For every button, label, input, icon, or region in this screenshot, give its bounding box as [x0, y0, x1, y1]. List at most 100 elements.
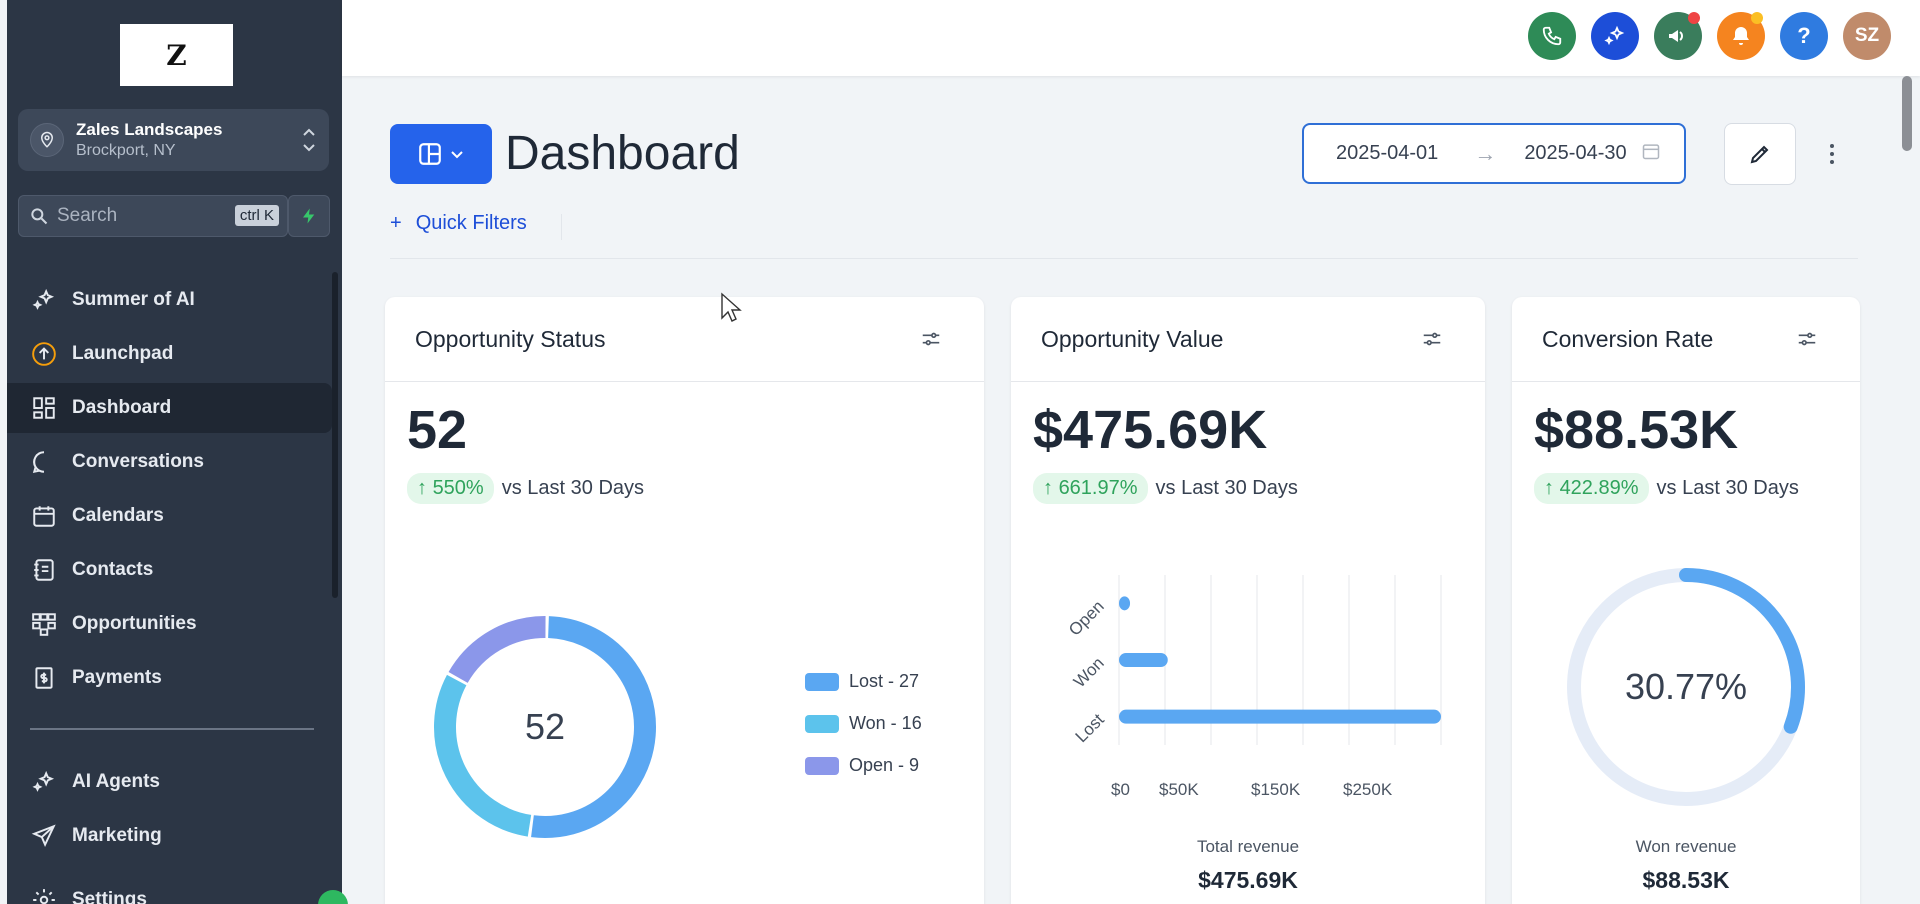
more-options-icon[interactable] [1822, 138, 1842, 170]
gauge-fill [1679, 568, 1805, 734]
donut-slice-won[interactable] [434, 674, 532, 837]
notifications-button[interactable] [1717, 12, 1765, 60]
edit-dashboard-button[interactable] [1724, 123, 1796, 185]
y-tick-label: Lost [1072, 710, 1108, 746]
comparison-label: vs Last 30 Days [501, 477, 645, 499]
calendar-icon [30, 502, 58, 530]
legend-item-won[interactable]: Won - 16 [805, 713, 922, 734]
metric-value: $475.69K [1033, 400, 1268, 460]
phone-icon [1542, 26, 1562, 46]
ai-assistant-button[interactable] [1591, 12, 1639, 60]
sidebar-divider [30, 728, 314, 730]
date-from[interactable]: 2025-04-01 [1336, 142, 1439, 164]
metric-value: 52 [407, 400, 468, 460]
sidebar-item-label: Summer of AI [72, 289, 195, 310]
sparkle-icon [1604, 25, 1625, 46]
filter-settings-icon[interactable] [1796, 328, 1818, 356]
donut-center-label: 52 [524, 706, 566, 747]
date-range-picker[interactable]: 2025-04-01 → 2025-04-30 [1302, 123, 1686, 184]
sidebar-item-marketing[interactable]: Marketing [7, 811, 332, 861]
opportunity-status-card: Opportunity Status 52 ↑ 550% vs Last 30 … [385, 297, 984, 904]
megaphone-icon [1669, 30, 1683, 42]
bar-open[interactable] [1119, 596, 1131, 611]
notification-dot [1751, 12, 1763, 24]
filter-settings-icon[interactable] [920, 328, 942, 356]
x-tick-label: $0 [1111, 780, 1130, 799]
quick-filters-label: Quick Filters [415, 212, 527, 234]
sidebar-scrollbar[interactable] [332, 272, 338, 598]
sidebar-item-summer-of-ai[interactable]: Summer of AI [7, 275, 332, 325]
date-to[interactable]: 2025-04-30 [1524, 142, 1627, 164]
sidebar-item-label: Calendars [72, 505, 164, 526]
avatar[interactable]: SZ [1843, 12, 1891, 60]
sidebar-item-conversations[interactable]: Conversations [7, 437, 332, 487]
change-badge: ↑ 661.97% [1033, 473, 1148, 504]
collapse-sidebar-button[interactable] [318, 890, 348, 904]
total-revenue-value: $475.69K [1198, 867, 1298, 893]
quick-action-button[interactable] [288, 195, 330, 237]
account-switcher[interactable]: Zales Landscapes Brockport, NY [18, 109, 329, 171]
sidebar-item-label: Conversations [72, 451, 204, 472]
won-revenue-value: $88.53K [1642, 867, 1730, 893]
y-tick-label: Open [1065, 597, 1108, 640]
sidebar-item-dashboard[interactable]: Dashboard [7, 383, 332, 433]
donut-slice-lost[interactable] [531, 616, 656, 838]
sidebar-item-label: Marketing [72, 825, 162, 846]
sidebar-item-label: Opportunities [72, 613, 197, 634]
bar-lost[interactable] [1119, 709, 1441, 724]
arrow-up-icon: ↑ [1043, 477, 1053, 499]
won-revenue-label: Won revenue [1635, 837, 1737, 856]
bar-chart: Open Won Lost $0 $50K $150K $250K [1065, 575, 1442, 799]
logo-letter: Z [166, 38, 187, 72]
location-pin-icon [30, 123, 64, 157]
donut-slice-open[interactable] [448, 616, 546, 684]
sidebar-item-label: Contacts [72, 559, 154, 580]
bar-won[interactable] [1119, 653, 1168, 667]
x-tick-label: $250K [1343, 780, 1393, 799]
quick-filters-button[interactable]: + Quick Filters [390, 212, 527, 235]
dashboard-switcher-button[interactable] [390, 124, 492, 184]
notification-dot [1688, 12, 1700, 24]
legend-label: Lost - 27 [849, 671, 920, 691]
sidebar-item-payments[interactable]: Payments [7, 653, 332, 703]
announcements-button[interactable] [1654, 12, 1702, 60]
page-scrollbar[interactable] [1902, 76, 1912, 151]
gauge-center-label: 30.77% [1624, 666, 1748, 707]
legend-item-open[interactable]: Open - 9 [805, 755, 919, 776]
divider [561, 214, 562, 240]
change-value: 550% [432, 477, 484, 499]
sidebar-item-launchpad[interactable]: Launchpad [7, 329, 332, 379]
top-bar: ? SZ [342, 0, 1920, 76]
search-shortcut: ctrl K [234, 205, 279, 226]
phone-button[interactable] [1528, 12, 1576, 60]
total-revenue-label: Total revenue [1196, 837, 1300, 856]
pipeline-icon [30, 610, 58, 638]
trend-row: ↑ 422.89% vs Last 30 Days [1534, 473, 1799, 504]
arrow-right-icon: → [1474, 140, 1497, 166]
chat-icon [30, 448, 58, 476]
grid-icon [30, 394, 58, 422]
logo[interactable]: Z [120, 24, 233, 86]
sidebar-item-calendars[interactable]: Calendars [7, 491, 332, 541]
bell-icon [1733, 27, 1749, 45]
page-title: Dashboard [505, 127, 740, 180]
change-value: 661.97% [1058, 477, 1138, 499]
sidebar-item-contacts[interactable]: Contacts [7, 545, 332, 595]
help-button[interactable]: ? [1780, 12, 1828, 60]
sidebar-item-label: Dashboard [72, 397, 172, 418]
card-title: Conversion Rate [1542, 325, 1714, 352]
x-tick-label: $50K [1159, 780, 1199, 799]
legend-item-lost[interactable]: Lost - 27 [805, 671, 919, 692]
sidebar-item-opportunities[interactable]: Opportunities [7, 599, 332, 649]
layout-icon [419, 143, 441, 165]
sidebar-item-label: AI Agents [72, 771, 160, 792]
sidebar-item-ai-agents[interactable]: AI Agents [7, 757, 332, 807]
comparison-label: vs Last 30 Days [1155, 477, 1298, 499]
filter-settings-icon[interactable] [1421, 328, 1443, 356]
arrow-up-icon: ↑ [1544, 477, 1554, 499]
sidebar-item-settings[interactable]: Settings [7, 875, 332, 904]
search-box[interactable]: Search ctrl K [18, 195, 288, 237]
rocket-icon [30, 340, 58, 368]
legend-label: Won - 16 [849, 713, 922, 733]
legend-label: Open - 9 [849, 755, 920, 775]
